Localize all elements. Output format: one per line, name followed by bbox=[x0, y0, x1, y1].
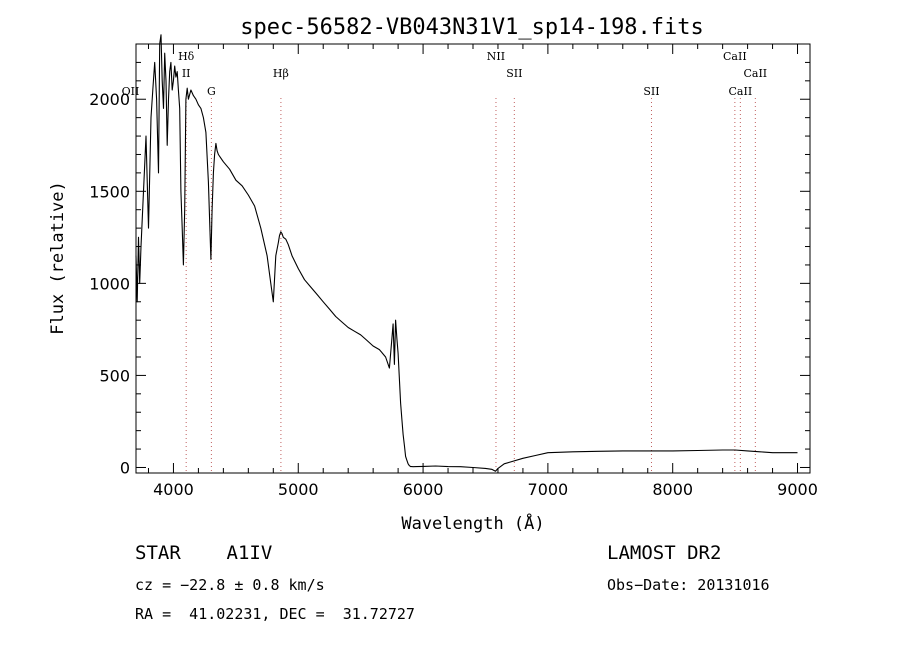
y-tick-label: 1500 bbox=[89, 182, 130, 201]
y-axis-label: Flux (relative) bbox=[48, 181, 68, 335]
spectrum-series bbox=[135, 34, 798, 472]
line-label: NII bbox=[487, 50, 505, 63]
line-label: Hδ bbox=[178, 50, 195, 63]
spectrum-line bbox=[135, 34, 798, 472]
observation-date: Obs−Date: 20131016 bbox=[607, 576, 770, 594]
y-tick-label: 2000 bbox=[89, 90, 130, 109]
x-axis-label: Wavelength (Å) bbox=[401, 512, 544, 534]
x-tick-label: 9000 bbox=[777, 480, 818, 499]
line-guides bbox=[185, 98, 756, 473]
line-label: OII bbox=[122, 85, 140, 98]
y-tick-label: 500 bbox=[99, 366, 130, 385]
line-label: CaII bbox=[743, 67, 767, 80]
line-label: SII bbox=[506, 67, 522, 80]
line-label: G bbox=[207, 85, 216, 98]
coordinates: RA = 41.02231, DEC = 31.72727 bbox=[135, 605, 415, 623]
x-tick-label: 6000 bbox=[403, 480, 444, 499]
axis-ticks: 4000 5000 6000 7000 8000 9000 0 500 1000 1500 2000 bbox=[89, 44, 818, 499]
x-tick-label: 8000 bbox=[652, 480, 693, 499]
line-label: Hβ bbox=[273, 67, 289, 80]
x-tick-label: 5000 bbox=[278, 480, 319, 499]
redshift-velocity: cz = −22.8 ± 0.8 km/s bbox=[135, 576, 325, 594]
line-label: II bbox=[182, 67, 191, 80]
line-label: SII bbox=[643, 85, 659, 98]
chart-title: spec-56582-VB043N31V1_sp14-198.fits bbox=[240, 15, 704, 40]
x-tick-label: 7000 bbox=[528, 480, 569, 499]
plot-frame bbox=[135, 43, 811, 474]
y-tick-label: 1000 bbox=[89, 274, 130, 293]
line-label: CaII bbox=[723, 50, 747, 63]
y-tick-label: 0 bbox=[120, 458, 130, 477]
survey-name: LAMOST DR2 bbox=[607, 542, 722, 564]
line-label: CaII bbox=[729, 85, 753, 98]
x-tick-label: 4000 bbox=[153, 480, 194, 499]
object-class: STAR A1IV bbox=[135, 542, 273, 564]
